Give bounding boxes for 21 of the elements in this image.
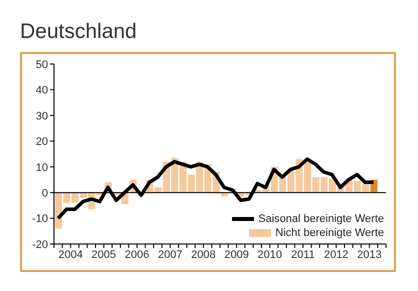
- y-tick-label: -20: [32, 238, 48, 251]
- x-tick-label: 2008: [191, 248, 216, 261]
- y-tick-label: 0: [42, 187, 48, 200]
- chart-title: Deutschland: [20, 20, 137, 44]
- x-tick-label: 2012: [324, 248, 348, 261]
- x-tick-label: 2006: [124, 248, 150, 261]
- legend-label: Nicht bereinigte Werte: [275, 226, 384, 240]
- legend-label: Saisonal bereinigte Werte: [258, 212, 384, 226]
- y-tick-label: -10: [32, 213, 48, 226]
- x-tick-label: 2010: [258, 248, 282, 261]
- x-tick-label: 2007: [158, 248, 182, 261]
- y-tick-label: 30: [36, 110, 48, 122]
- x-tick-label: 2004: [58, 248, 83, 261]
- x-tick-label: 2013: [357, 248, 382, 261]
- x-tick-label: 2009: [224, 248, 249, 261]
- y-tick-label: 50: [36, 58, 48, 71]
- x-tick-label: 2011: [291, 248, 315, 261]
- x-tick-label: 2005: [92, 248, 116, 261]
- y-tick-label: 20: [36, 136, 48, 148]
- y-tick-label: 10: [36, 162, 48, 174]
- y-tick-label: 40: [36, 84, 48, 97]
